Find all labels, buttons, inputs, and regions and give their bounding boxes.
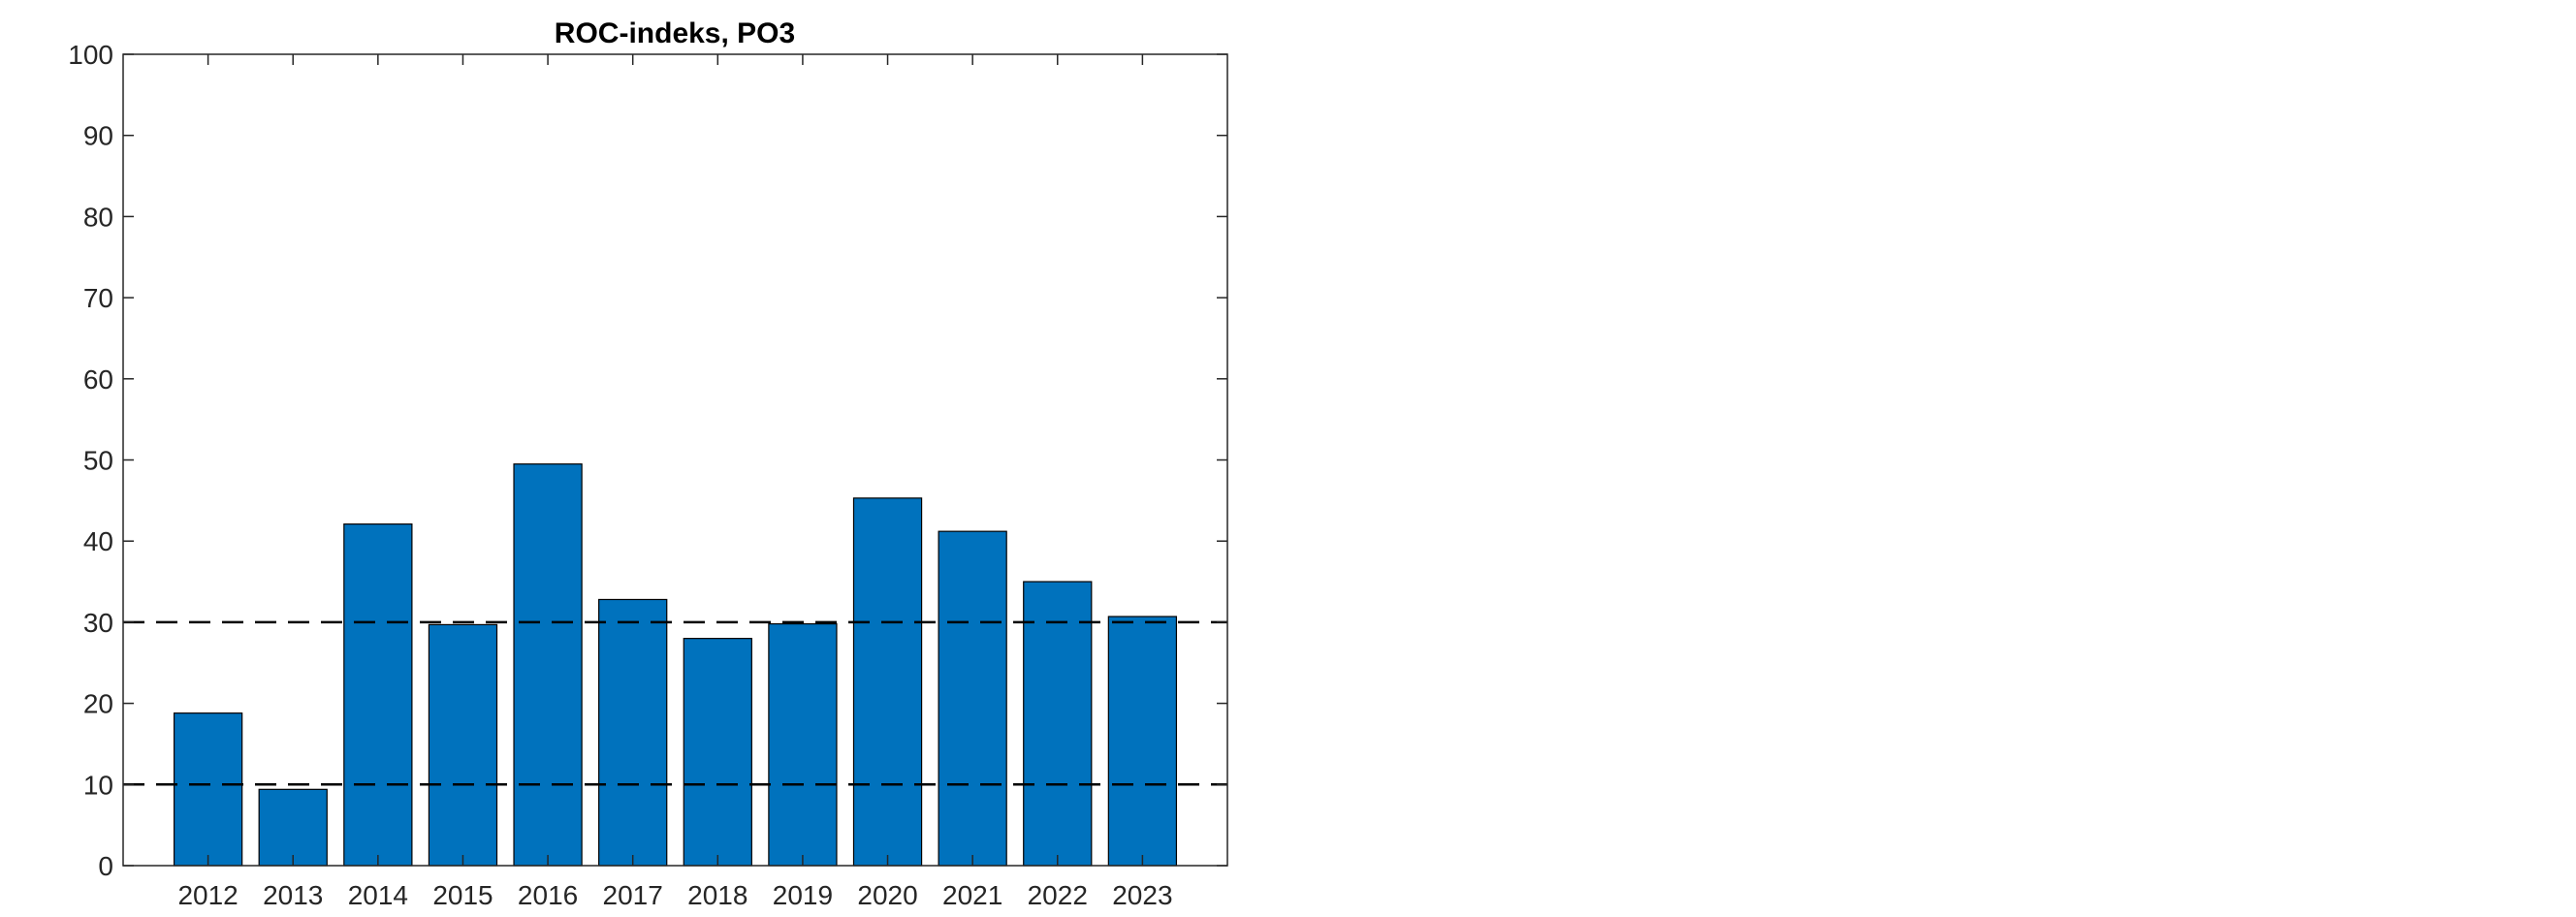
x-tick-label: 2012 xyxy=(177,880,238,910)
bar-2012 xyxy=(173,712,243,867)
y-tick-label: 60 xyxy=(83,364,113,395)
y-tick-label: 50 xyxy=(83,446,113,476)
x-tick-label: 2023 xyxy=(1112,880,1172,910)
bar-2022 xyxy=(1023,581,1093,867)
x-tick-label: 2015 xyxy=(432,880,493,910)
y-tick-label: 90 xyxy=(83,121,113,151)
x-tick-label: 2020 xyxy=(857,880,917,910)
x-tick-label: 2022 xyxy=(1028,880,1088,910)
bar-2014 xyxy=(343,523,413,867)
bar-2013 xyxy=(258,788,328,867)
bar-2020 xyxy=(852,497,923,867)
y-tick-label: 30 xyxy=(83,608,113,638)
y-tick-label: 100 xyxy=(68,40,113,70)
x-tick-label: 2013 xyxy=(263,880,323,910)
bar-2015 xyxy=(428,623,498,867)
y-tick-label: 70 xyxy=(83,283,113,313)
bar-2019 xyxy=(768,622,838,867)
bar-2016 xyxy=(513,463,583,867)
bar-2018 xyxy=(683,638,752,867)
x-tick-label: 2018 xyxy=(687,880,747,910)
y-tick-label: 10 xyxy=(83,770,113,800)
x-tick-label: 2021 xyxy=(942,880,1002,910)
x-tick-label: 2017 xyxy=(603,880,663,910)
bar-2023 xyxy=(1107,616,1178,867)
x-tick-label: 2019 xyxy=(773,880,833,910)
y-tick-label: 40 xyxy=(83,526,113,556)
y-tick-label: 0 xyxy=(98,851,113,881)
y-tick-label: 80 xyxy=(83,202,113,232)
chart-title: ROC-indeks, PO3 xyxy=(555,17,795,49)
x-tick-label: 2014 xyxy=(348,880,408,910)
y-tick-label: 20 xyxy=(83,689,113,719)
bar-2017 xyxy=(598,598,668,867)
x-tick-label: 2016 xyxy=(518,880,578,910)
bar-2021 xyxy=(938,530,1007,867)
